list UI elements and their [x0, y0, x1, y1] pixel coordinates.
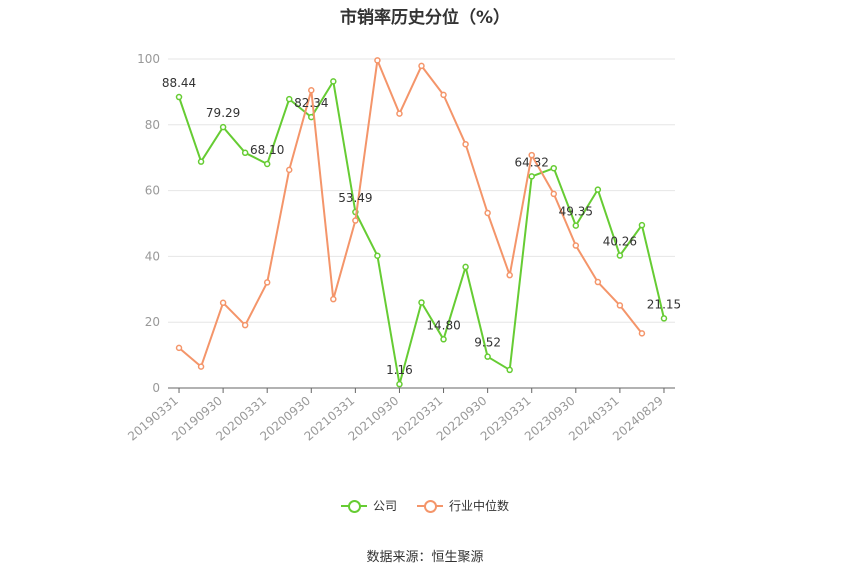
industry-point — [175, 344, 183, 352]
industry-point — [263, 279, 271, 286]
data-label: 21.15 — [647, 297, 681, 311]
series-line-company — [178, 80, 665, 386]
y-tick-label: 80 — [145, 118, 160, 132]
company-point — [263, 160, 271, 168]
industry-point — [506, 271, 513, 279]
industry-point — [528, 151, 535, 159]
industry-point — [241, 321, 249, 329]
y-tick-label: 40 — [145, 249, 160, 263]
company-point — [175, 93, 183, 101]
y-tick-label: 0 — [152, 381, 160, 395]
x-axis-ticks: 2019033120190930202003312020093020210331… — [125, 388, 666, 444]
company-point — [374, 252, 381, 259]
company-point — [594, 186, 602, 193]
data-label: 14.80 — [426, 318, 460, 332]
data-label: 64.32 — [515, 155, 549, 169]
industry-point — [550, 190, 558, 198]
company-point — [285, 95, 293, 103]
data-label: 1.16 — [386, 363, 413, 377]
legend-company-label: 公司 — [372, 499, 397, 513]
legend-item-industry[interactable]: 行业中位数 — [417, 497, 509, 514]
industry-point — [418, 62, 425, 70]
industry-point — [440, 91, 447, 99]
y-tick-label: 100 — [137, 52, 160, 66]
y-tick-label: 60 — [145, 184, 160, 198]
industry-point — [462, 140, 469, 148]
company-point — [197, 158, 205, 165]
industry-point — [285, 166, 293, 174]
company-point — [330, 78, 337, 85]
data-label: 79.29 — [206, 106, 240, 120]
industry-point — [330, 295, 337, 303]
company-point — [462, 263, 469, 271]
data-label: 82.34 — [294, 96, 328, 110]
company-point — [572, 222, 580, 229]
legend-company-marker — [340, 499, 367, 513]
data-label: 9.52 — [474, 336, 501, 350]
data-label: 53.49 — [338, 191, 372, 205]
company-point — [396, 380, 403, 388]
industry-point — [219, 299, 227, 307]
industry-point — [484, 209, 491, 217]
industry-point — [572, 242, 580, 249]
y-tick-label: 20 — [145, 315, 160, 329]
industry-point — [308, 87, 315, 94]
data-label: 88.44 — [162, 76, 196, 90]
company-point — [660, 315, 668, 322]
grid-lines — [168, 58, 675, 323]
data-label: 49.35 — [559, 205, 593, 219]
industry-point — [594, 278, 602, 286]
company-point — [506, 366, 513, 374]
industry-point — [396, 110, 403, 117]
company-point — [484, 353, 491, 360]
industry-point — [616, 302, 624, 309]
series-line-industry — [178, 59, 643, 368]
industry-point — [197, 363, 205, 370]
line-chart: 0 20 40 60 80 100 201903312019093020200331202… — [125, 52, 681, 444]
company-point — [418, 299, 425, 306]
data-label: 40.26 — [603, 235, 637, 249]
industry-point — [352, 217, 359, 224]
legend-industry-marker — [417, 499, 443, 513]
data-label: 68.10 — [250, 143, 284, 157]
legend-item-company[interactable]: 公司 — [340, 497, 397, 514]
industry-point — [374, 57, 381, 64]
company-point — [241, 149, 249, 157]
company-point — [440, 336, 447, 343]
company-point — [550, 164, 558, 172]
y-axis-ticks: 0 20 40 60 80 100 — [137, 52, 160, 395]
data-source: 数据来源：恒生聚源 — [366, 550, 484, 565]
series-group — [175, 57, 668, 388]
data-labels: 88.44 79.29 68.10 82.34 53.49 1.16 14.80 9.52 64… — [162, 76, 681, 377]
chart-title: 市销率历史分位（%） — [339, 8, 511, 28]
company-point — [638, 221, 646, 229]
industry-point — [638, 330, 646, 337]
company-point — [616, 252, 624, 259]
legend-industry-label: 行业中位数 — [449, 499, 510, 513]
legend: 公司 行业中位数 — [0, 497, 850, 514]
company-point — [219, 123, 227, 131]
company-point — [528, 173, 535, 180]
